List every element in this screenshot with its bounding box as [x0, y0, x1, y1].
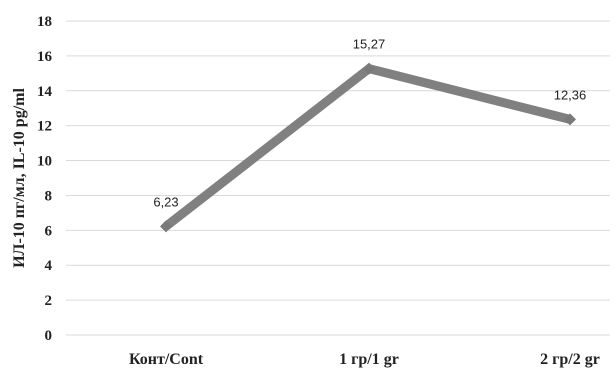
data-labels: 6,23 15,27 12,36 [153, 37, 586, 210]
y-tick-label: 10 [37, 154, 52, 170]
data-label: 6,23 [153, 194, 178, 209]
data-point-marker [160, 220, 172, 233]
x-category-label: 2 гр/2 gr [540, 351, 600, 368]
data-point-marker [363, 62, 375, 75]
y-tick-label: 18 [37, 14, 52, 30]
x-category-label: 1 гр/1 gr [339, 351, 399, 368]
y-tick-label: 0 [45, 328, 53, 344]
x-axis-categories: Конт/Cont 1 гр/1 gr 2 гр/2 gr [129, 351, 600, 368]
y-tick-label: 12 [37, 119, 52, 135]
data-label: 15,27 [353, 37, 386, 52]
y-axis-ticks: 0 2 4 6 8 10 12 14 16 18 [37, 14, 53, 344]
data-label: 12,36 [554, 87, 587, 102]
series [160, 62, 576, 233]
data-point-marker [564, 113, 576, 126]
x-category-label: Конт/Cont [129, 351, 204, 368]
y-tick-label: 2 [45, 293, 53, 309]
y-tick-label: 14 [37, 84, 53, 100]
y-axis-title: ИЛ-10 пг/мл, IL-10 pg/ml [11, 88, 28, 268]
series-line [163, 63, 572, 230]
y-tick-label: 6 [45, 223, 53, 239]
gridlines [66, 20, 610, 336]
y-tick-label: 16 [37, 49, 53, 65]
y-tick-label: 4 [45, 258, 53, 274]
y-tick-label: 8 [45, 188, 53, 204]
